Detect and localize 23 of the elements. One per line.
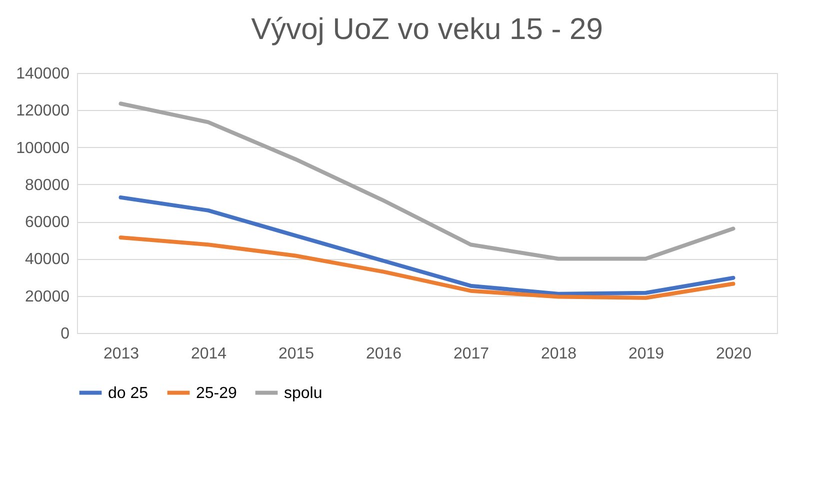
- y-tick-label: 80000: [25, 176, 70, 194]
- x-tick-label: 2019: [628, 346, 664, 362]
- y-tick-label: 20000: [25, 288, 70, 306]
- x-tick-label: 2017: [453, 346, 490, 362]
- chart-title: Vývoj UoZ vo veku 15 - 29: [251, 13, 603, 46]
- x-tick-label: 2013: [103, 346, 140, 362]
- line-series: [118, 102, 736, 261]
- legend-label: do 25: [108, 384, 148, 402]
- y-tick-label: 140000: [16, 66, 70, 82]
- x-tick-label: 2020: [716, 346, 752, 362]
- x-tick-label: 2015: [278, 346, 314, 362]
- x-tick-label: 2014: [190, 346, 227, 362]
- line-series: [118, 195, 736, 296]
- y-tick-label: 120000: [16, 102, 70, 120]
- line-series: [118, 236, 736, 300]
- legend-label: 25-29: [196, 384, 238, 402]
- y-tick-label: 0: [60, 326, 70, 342]
- y-tick-label: 100000: [16, 140, 70, 157]
- legend-label: spolu: [284, 384, 322, 402]
- y-tick-label: 60000: [25, 214, 70, 232]
- y-tick-label: 40000: [25, 251, 70, 268]
- x-tick-label: 2018: [540, 346, 577, 362]
- x-tick-label: 2016: [366, 346, 402, 362]
